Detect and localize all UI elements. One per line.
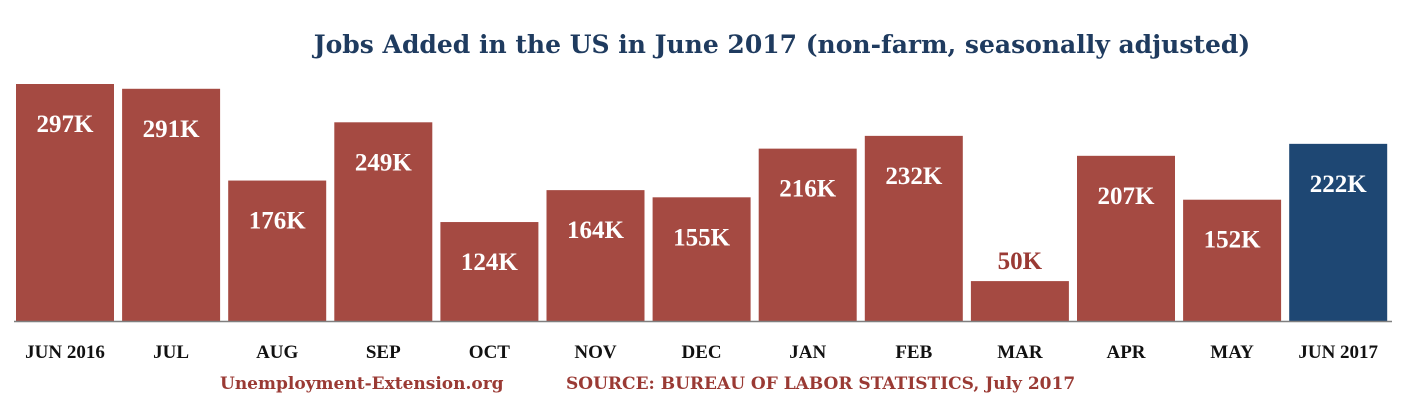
x-tick-label: SEP — [366, 342, 401, 363]
data-label: 152K — [1204, 227, 1262, 254]
chart-title: Jobs Added in the US in June 2017 (non-f… — [313, 30, 1251, 59]
data-label: 216K — [779, 176, 837, 203]
x-tick-label: NOV — [574, 342, 617, 363]
bar-jul — [122, 88, 221, 322]
data-label: 207K — [1098, 183, 1156, 210]
x-tick-label: OCT — [469, 342, 511, 363]
bar-may — [1183, 199, 1282, 321]
x-tick-label: JAN — [789, 342, 826, 363]
x-tick-label: AUG — [256, 342, 298, 363]
bar-dec — [652, 197, 751, 321]
website-credit: Unemployment-Extension.org — [220, 374, 504, 394]
x-tick-label: MAY — [1210, 342, 1254, 363]
bar-oct — [440, 222, 539, 321]
x-tick-label: MAR — [997, 342, 1043, 363]
data-label: 291K — [143, 116, 201, 143]
x-tick-label: JUN 2016 — [25, 342, 105, 363]
bar-sep — [334, 122, 433, 321]
data-label: 50K — [998, 248, 1043, 275]
bar-jan — [758, 148, 857, 321]
data-label: 249K — [355, 149, 413, 176]
bar-aug — [228, 180, 327, 321]
x-tick-label: DEC — [682, 342, 722, 363]
x-tick-label: JUL — [153, 342, 189, 363]
data-label: 176K — [249, 208, 307, 235]
bar-nov — [546, 190, 645, 321]
data-label: 164K — [567, 217, 625, 244]
bar-feb — [864, 135, 963, 321]
bar-apr — [1077, 155, 1175, 321]
data-label: 124K — [461, 249, 519, 276]
bar-jun-2017 — [1289, 143, 1388, 321]
data-label: 232K — [885, 163, 943, 190]
data-label: 222K — [1310, 171, 1368, 198]
data-label: 155K — [673, 224, 731, 251]
x-tick-label: APR — [1106, 342, 1145, 363]
x-tick-label: FEB — [895, 342, 932, 363]
data-label: 297K — [37, 111, 95, 138]
bar-mar — [970, 281, 1069, 321]
bar-jun-2016 — [16, 84, 114, 321]
source-credit: SOURCE: BUREAU OF LABOR STATISTICS, July… — [566, 374, 1076, 394]
x-tick-label: JUN 2017 — [1298, 342, 1378, 363]
